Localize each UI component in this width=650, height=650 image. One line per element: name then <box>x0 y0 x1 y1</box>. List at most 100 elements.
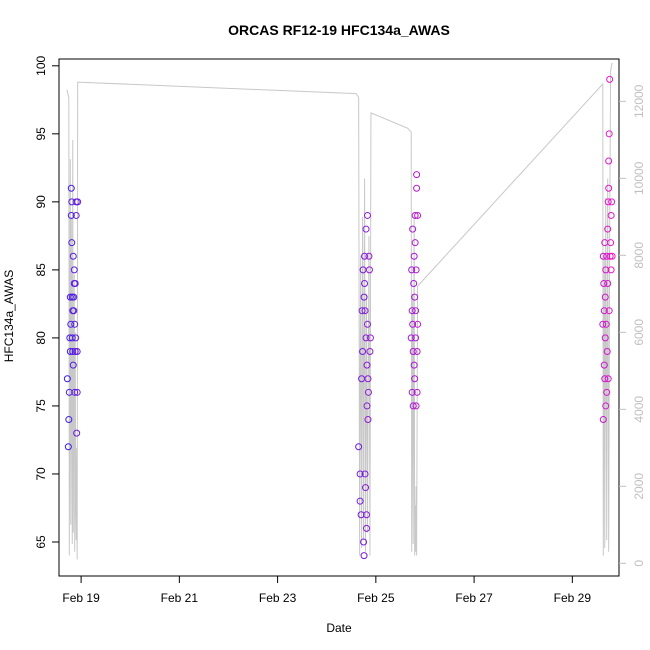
data-point <box>363 402 371 410</box>
data-point <box>607 211 615 219</box>
data-point <box>599 320 607 328</box>
data-point <box>361 470 369 478</box>
y-tick-label: 85 <box>34 263 48 277</box>
y-tick-label: 80 <box>34 331 48 345</box>
data-point <box>364 388 372 396</box>
data-point <box>69 361 77 369</box>
chart-title: ORCAS RF12-19 HFC134a_AWAS <box>228 22 450 38</box>
data-point <box>365 252 373 260</box>
data-point <box>605 184 613 192</box>
data-point <box>73 388 81 396</box>
x-tick-label: Feb 23 <box>259 591 297 605</box>
data-point <box>67 211 75 219</box>
data-point <box>68 239 76 247</box>
data-point <box>69 348 77 356</box>
data-point <box>608 198 616 206</box>
data-point <box>413 388 421 396</box>
plot-area <box>63 62 616 560</box>
data-point <box>411 293 419 301</box>
data-point <box>412 402 420 410</box>
data-point <box>362 225 370 233</box>
y-axis: 65 70 75 80 85 90 95 100 <box>34 55 59 549</box>
right-axis: 0 2000 4000 6000 8000 10000 12000 <box>619 84 646 567</box>
data-point <box>412 334 420 342</box>
data-point <box>602 402 610 410</box>
data-point <box>602 266 610 274</box>
data-point <box>360 552 368 560</box>
data-point <box>606 75 614 83</box>
right-axis-tick-label: 4000 <box>632 396 646 423</box>
data-point <box>604 225 612 233</box>
data-point <box>606 252 614 260</box>
data-point <box>360 538 368 546</box>
data-point <box>68 334 76 342</box>
data-point <box>605 307 613 315</box>
data-point <box>73 348 81 356</box>
data-point <box>74 198 82 206</box>
data-point <box>363 361 371 369</box>
x-axis: Feb 19 Feb 21 Feb 23 Feb 25 Feb 27 Feb 29 <box>62 576 591 605</box>
y-tick-label: 100 <box>34 55 48 75</box>
data-point <box>413 184 421 192</box>
data-point <box>73 429 81 437</box>
data-point <box>601 334 609 342</box>
data-point <box>603 252 611 260</box>
data-point <box>360 293 368 301</box>
data-point <box>70 307 78 315</box>
data-point <box>70 266 78 274</box>
data-point <box>411 211 419 219</box>
data-point <box>412 266 420 274</box>
data-point <box>72 211 80 219</box>
data-point <box>64 443 72 451</box>
plot-frame <box>58 58 620 577</box>
data-point <box>65 416 73 424</box>
x-tick-label: Feb 19 <box>62 591 100 605</box>
y-tick-label: 65 <box>34 535 48 549</box>
data-point <box>599 416 607 424</box>
data-point <box>409 348 417 356</box>
data-point <box>414 320 422 328</box>
data-point <box>409 225 417 233</box>
data-point <box>362 484 370 492</box>
data-point <box>601 293 609 301</box>
data-point <box>600 279 608 287</box>
data-point <box>607 266 615 274</box>
data-point <box>366 334 374 342</box>
data-point <box>362 334 370 342</box>
right-axis-tick-label: 12000 <box>632 84 646 118</box>
data-point <box>409 402 417 410</box>
data-point <box>413 348 421 356</box>
right-axis-tick-label: 0 <box>632 560 646 567</box>
data-point <box>361 307 369 315</box>
data-point <box>600 307 608 315</box>
data-point <box>66 348 74 356</box>
data-point <box>359 348 367 356</box>
data-point <box>71 388 79 396</box>
y-tick-label: 75 <box>34 399 48 413</box>
data-point <box>604 198 612 206</box>
data-point <box>411 239 419 247</box>
data-point <box>356 470 364 478</box>
data-point <box>65 388 73 396</box>
data-point <box>363 211 371 219</box>
data-point <box>602 320 610 328</box>
right-axis-tick-label: 10000 <box>632 161 646 195</box>
data-point <box>71 320 79 328</box>
data-point <box>604 375 612 383</box>
data-point <box>413 171 421 179</box>
data-point <box>70 293 78 301</box>
data-point <box>365 266 373 274</box>
data-point <box>408 307 416 315</box>
y-tick-label: 70 <box>34 467 48 481</box>
data-point <box>608 252 616 260</box>
data-point <box>364 416 372 424</box>
x-tick-label: Feb 21 <box>161 591 199 605</box>
data-point <box>363 524 371 532</box>
data-point <box>409 320 417 328</box>
data-point <box>63 375 71 383</box>
data-point <box>363 320 371 328</box>
data-point <box>412 307 420 315</box>
data-point <box>408 266 416 274</box>
data-point <box>69 252 77 260</box>
